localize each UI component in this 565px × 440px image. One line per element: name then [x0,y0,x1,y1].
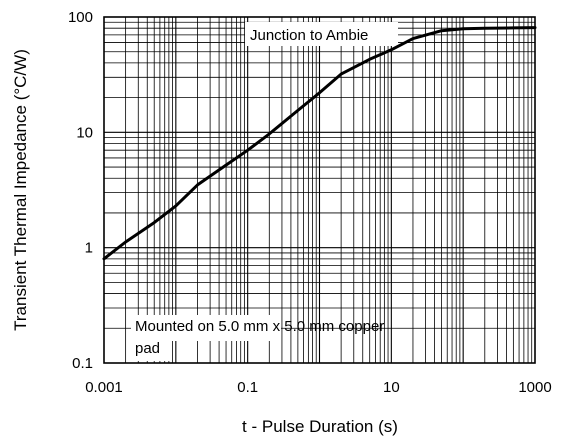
annotation-junction-to-ambient: Junction to Ambie [245,22,398,46]
annotation-junction-to-ambient-text: Junction to Ambie [250,27,368,44]
plot-frame [103,16,536,364]
y-tick-label: 100 [68,9,93,26]
y-tick-label: 10 [76,124,93,141]
x-tick-label: 10 [383,379,400,396]
series-line [102,26,537,261]
series-group [102,26,537,261]
tick-labels: 0.001 0.1 10 1000 0.1 1 10 100 [68,9,552,396]
y-tick-label: 0.1 [72,355,93,372]
x-tick-label: 1000 [518,379,551,396]
x-tick-label: 0.1 [237,379,258,396]
x-axis-label: t - Pulse Duration (s) [242,417,398,436]
grid [104,17,535,363]
annotation-mounting-line-1: Mounted on 5.0 mm x 5.0 mm copper [135,318,384,335]
annotation-mounting: Mounted on 5.0 mm x 5.0 mm copper pad [131,315,384,361]
annotation-mounting-line-2: pad [135,340,160,357]
y-axis-label: Transient Thermal Impedance (°C/W) [11,49,30,331]
y-tick-label: 1 [85,240,93,257]
x-tick-label: 0.001 [85,379,123,396]
